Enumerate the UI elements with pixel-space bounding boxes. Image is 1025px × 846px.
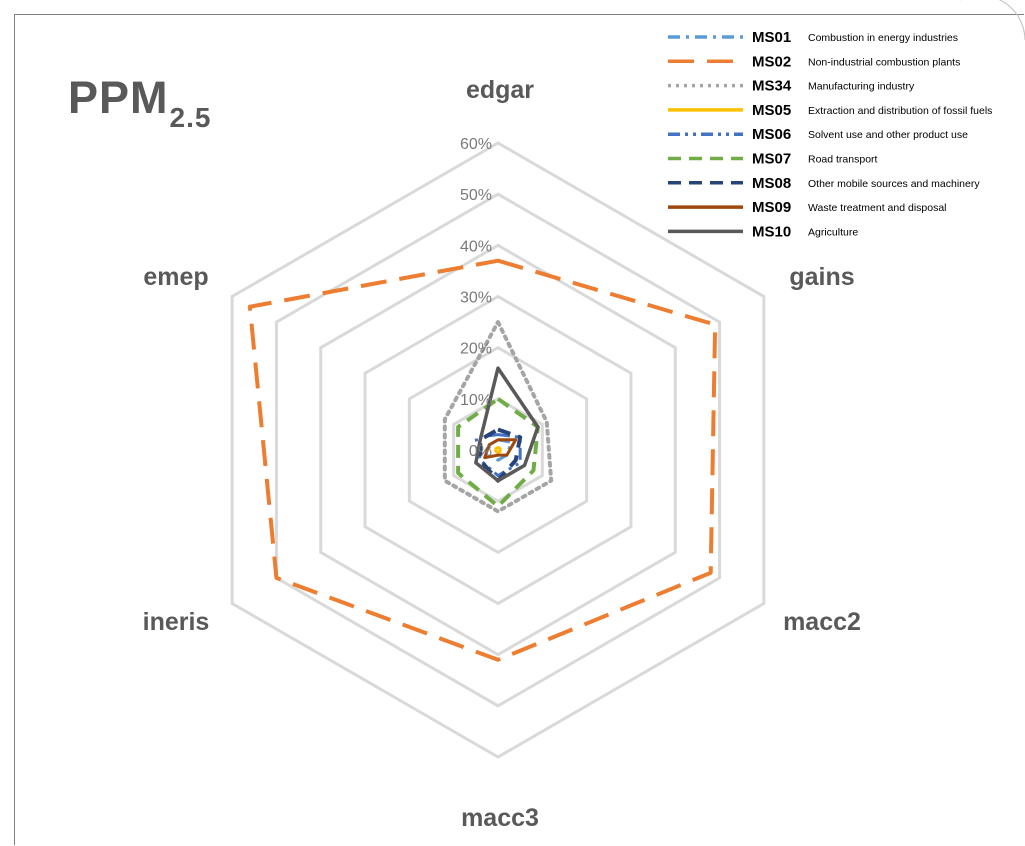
series-ms05-line <box>494 445 502 455</box>
legend-desc-ms05: Extraction and distribution of fossil fu… <box>808 105 992 117</box>
legend-code-ms06: MS06 <box>752 126 791 143</box>
grid-ring-50 <box>274 192 722 708</box>
legend-item-ms10: MS10 Agriculture <box>668 223 858 240</box>
axis-label-ineris: ineris <box>143 608 210 636</box>
legend-code-ms34: MS34 <box>752 78 792 95</box>
legend-desc-ms06: Solvent use and other product use <box>808 129 968 141</box>
axis-label-gains: gains <box>789 263 854 291</box>
radial-tick-labels: 0% 10% 20% 30% 40% 50% 60% <box>460 136 492 460</box>
chart-frame <box>14 14 1024 845</box>
chart-title: PPM2.5 <box>68 72 211 134</box>
legend-item-ms08: MS08 Other mobile sources and machinery <box>668 175 980 192</box>
tick-label-40: 40% <box>460 238 492 255</box>
grid-ring-10 <box>452 397 544 503</box>
radar-grid <box>230 141 766 759</box>
series-ms06-line <box>474 433 522 478</box>
legend-item-ms09: MS09 Waste treatment and disposal <box>668 199 947 216</box>
legend-item-ms01: MS01 Combustion in energy industries <box>668 29 958 46</box>
grid-ring-40 <box>319 243 677 657</box>
legend-desc-ms10: Agriculture <box>808 226 858 238</box>
tick-label-50: 50% <box>460 187 492 204</box>
tick-label-20: 20% <box>460 341 492 358</box>
legend-code-ms10: MS10 <box>752 223 791 240</box>
legend-desc-ms09: Waste treatment and disposal <box>808 202 947 214</box>
grid-ring-60 <box>230 141 766 759</box>
grid-ring-20 <box>407 345 589 555</box>
tick-label-10: 10% <box>460 392 492 409</box>
axis-labels: edgar gains macc2 macc3 ineris emep <box>143 76 861 832</box>
series-ms02-line <box>247 258 718 662</box>
radar-series <box>247 258 718 662</box>
axis-label-macc3: macc3 <box>461 804 539 832</box>
legend-desc-ms01: Combustion in energy industries <box>808 32 958 44</box>
legend-code-ms08: MS08 <box>752 175 791 192</box>
legend-desc-ms07: Road transport <box>808 154 878 166</box>
legend-item-ms06: MS06 Solvent use and other product use <box>668 126 968 143</box>
legend-desc-ms08: Other mobile sources and machinery <box>808 178 980 190</box>
axis-label-emep: emep <box>143 263 208 291</box>
legend-desc-ms34: Manufacturing industry <box>808 81 915 93</box>
axis-label-edgar: edgar <box>466 76 534 104</box>
legend-code-ms07: MS07 <box>752 151 791 168</box>
legend-desc-ms02: Non-industrial combustion plants <box>808 56 960 68</box>
legend-code-ms05: MS05 <box>752 102 791 119</box>
chart-title-subscript: 2.5 <box>169 102 212 133</box>
legend-item-ms05: MS05 Extraction and distribution of fossi… <box>668 102 992 119</box>
legend-item-ms34: MS34 Manufacturing industry <box>668 78 915 95</box>
tick-label-30: 30% <box>460 290 492 307</box>
grid-ring-30 <box>363 294 633 606</box>
legend: MS01 Combustion in energy industries MS02 N… <box>668 29 992 240</box>
legend-item-ms02: MS02 Non-industrial combustion plants <box>668 53 960 70</box>
legend-code-ms09: MS09 <box>752 199 791 216</box>
tick-label-60: 60% <box>460 136 492 153</box>
series-ms09-line <box>483 438 518 460</box>
series-ms10-line <box>474 366 540 483</box>
legend-item-ms07: MS07 Road transport <box>668 151 878 168</box>
legend-code-ms02: MS02 <box>752 53 791 70</box>
chart-title-main: PPM <box>68 72 169 123</box>
axis-label-macc2: macc2 <box>783 608 861 636</box>
tick-label-0: 0% <box>469 443 492 460</box>
series-ms34-line <box>442 320 554 514</box>
legend-code-ms01: MS01 <box>752 29 791 46</box>
